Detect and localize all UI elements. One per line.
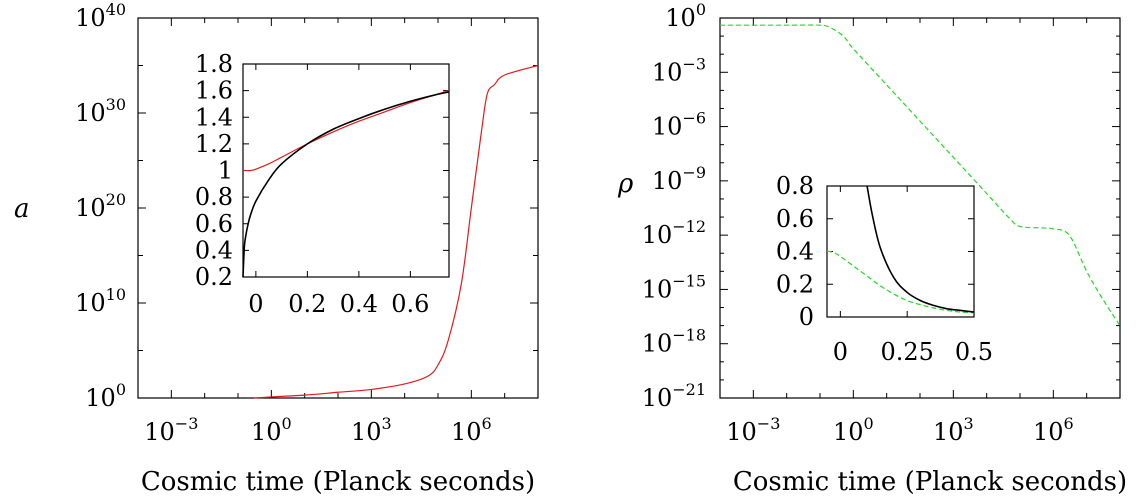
left-ytick-label: 1040 xyxy=(75,0,126,32)
right-chart: 100 10−3 10−6 10−9 10−12 10−15 10−18 10−21 10−3… xyxy=(617,0,1127,497)
right-ytick-label: 10−6 xyxy=(652,109,706,141)
left-inset-y-tick-labels: 0.20.40.60.811.21.41.61.8 xyxy=(195,50,233,291)
left-inset-black-curve xyxy=(242,91,450,278)
left-axis-ticks xyxy=(137,17,539,399)
right-ytick-label: 100 xyxy=(665,0,706,32)
left-inset-ytick-label: 1.8 xyxy=(195,50,233,78)
left-inset-ytick-label: 0.6 xyxy=(195,210,233,238)
right-inset-xtick-label: 0 xyxy=(833,338,848,366)
left-inset-frame xyxy=(242,63,450,278)
right-inset-frame xyxy=(826,185,975,318)
right-green-curve xyxy=(719,24,1121,326)
left-inset-ytick-label: 1.6 xyxy=(195,77,233,105)
right-inset-ytick-label: 0.2 xyxy=(776,270,814,298)
right-ylabel: ρ xyxy=(617,169,634,199)
left-inset-xtick-label: 0.2 xyxy=(288,290,326,318)
left-chart: 100 1010 1020 1030 1040 10−3 100 103 106 a Cosm… xyxy=(14,0,539,497)
left-red-curve xyxy=(253,64,539,399)
left-inset-axis-ticks xyxy=(243,63,449,278)
right-inset-xtick-label: 0.5 xyxy=(955,338,993,366)
left-xtick-label: 106 xyxy=(451,414,492,446)
left-x-tick-labels: 10−3 100 103 106 xyxy=(144,414,491,446)
left-xtick-label: 10−3 xyxy=(144,414,198,446)
left-inset-ytick-label: 1.4 xyxy=(195,103,233,131)
left-xtick-label: 103 xyxy=(351,414,392,446)
right-ytick-label: 10−21 xyxy=(642,380,706,412)
right-xtick-label: 103 xyxy=(933,414,974,446)
right-ytick-label: 10−3 xyxy=(652,54,706,86)
left-inset-xtick-label: 0.4 xyxy=(340,290,378,318)
left-ytick-label: 100 xyxy=(85,380,126,412)
left-inset-x-tick-labels: 0 0.2 0.4 0.6 xyxy=(248,290,429,318)
right-xlabel: Cosmic time (Planck seconds) xyxy=(733,467,1127,497)
left-inset-xtick-label: 0 xyxy=(248,290,263,318)
right-inset-ytick-label: 0 xyxy=(799,303,814,331)
left-inset-ytick-label: 0.8 xyxy=(195,183,233,211)
right-inset-black-curve xyxy=(866,185,975,313)
left-inset-xtick-label: 0.6 xyxy=(391,290,429,318)
right-inset-ytick-label: 0.4 xyxy=(776,238,814,266)
right-ytick-label: 10−12 xyxy=(642,217,706,249)
right-axis-ticks xyxy=(719,17,1121,399)
right-inset-green-curve xyxy=(826,250,975,314)
right-inset-x-tick-labels: 0 0.25 0.5 xyxy=(833,338,993,366)
right-y-tick-labels: 100 10−3 10−6 10−9 10−12 10−15 10−18 10−21 xyxy=(642,0,706,412)
right-inset-axis-ticks xyxy=(827,185,975,318)
right-inset-y-tick-labels: 0 0.2 0.4 0.6 0.8 xyxy=(776,172,814,331)
right-x-tick-labels: 10−3 100 103 106 xyxy=(726,414,1073,446)
left-xlabel: Cosmic time (Planck seconds) xyxy=(141,467,535,497)
left-ytick-label: 1010 xyxy=(75,285,126,317)
left-xtick-label: 100 xyxy=(251,414,292,446)
right-xtick-label: 10−3 xyxy=(726,414,780,446)
right-ytick-label: 10−18 xyxy=(642,326,706,358)
left-y-tick-labels: 100 1010 1020 1030 1040 xyxy=(75,0,126,412)
left-ytick-label: 1030 xyxy=(75,95,126,127)
left-inset-ytick-label: 0.2 xyxy=(195,263,233,291)
right-xtick-label: 106 xyxy=(1033,414,1074,446)
right-ytick-label: 10−9 xyxy=(652,163,706,195)
right-ytick-label: 10−15 xyxy=(642,271,706,303)
left-inset-ytick-label: 0.4 xyxy=(195,236,233,264)
right-inset-ytick-label: 0.8 xyxy=(776,172,814,200)
right-inset-xtick-label: 0.25 xyxy=(880,338,933,366)
left-inset-ytick-label: 1.2 xyxy=(195,130,233,158)
right-inset-ytick-label: 0.6 xyxy=(776,205,814,233)
right-xtick-label: 100 xyxy=(833,414,874,446)
left-inset-ytick-label: 1 xyxy=(218,157,233,185)
left-ytick-label: 1020 xyxy=(75,190,126,222)
left-ylabel: a xyxy=(14,194,30,224)
